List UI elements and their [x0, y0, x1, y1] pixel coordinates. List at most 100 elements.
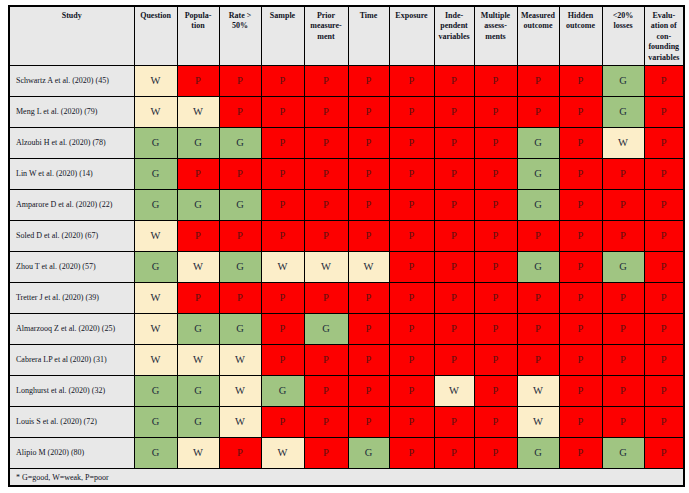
rating-cell-population: G [177, 375, 219, 406]
rating-cell-rate: P [219, 282, 261, 313]
rating-cell-losses: P [602, 282, 644, 313]
rating-cell-exposure: P [389, 127, 434, 158]
rating-cell-multiple: P [474, 344, 517, 375]
rating-cell-exposure: P [389, 251, 434, 282]
rating-cell-independent: P [434, 437, 474, 468]
rating-cell-prior: P [304, 96, 348, 127]
rating-cell-question: G [134, 375, 177, 406]
rating-cell-hidden: P [559, 158, 602, 189]
rating-cell-time: P [348, 406, 389, 437]
study-row: Zhou T et al. (2020) (57)GWGWWWPPPGPGP [9, 251, 684, 282]
rating-cell-exposure: P [389, 406, 434, 437]
rating-cell-confounding: P [644, 282, 684, 313]
rating-cell-population: P [177, 282, 219, 313]
study-name-cell: Meng L et al. (2020) (79) [9, 96, 134, 127]
study-name-cell: Alzoubi H et al. (2020) (78) [9, 127, 134, 158]
rating-cell-measured: G [517, 251, 559, 282]
rating-cell-question: G [134, 158, 177, 189]
rating-cell-independent: P [434, 189, 474, 220]
study-row: Tretter J et al. (2020) (39)WPPPPPPPPPPP… [9, 282, 684, 313]
rating-cell-prior: G [304, 313, 348, 344]
rating-cell-multiple: P [474, 65, 517, 96]
rating-cell-time: P [348, 344, 389, 375]
rating-cell-prior: P [304, 375, 348, 406]
rating-cell-confounding: P [644, 189, 684, 220]
rating-cell-question: G [134, 189, 177, 220]
table-footer: * G=good, W=weak, P=poor [9, 468, 684, 486]
rating-cell-population: W [177, 344, 219, 375]
study-name-cell: Lin W et al. (2020) (14) [9, 158, 134, 189]
rating-cell-measured: P [517, 313, 559, 344]
study-row: Soled D et al. (2020) (67)WPPPPPPPPPPPP [9, 220, 684, 251]
study-name-cell: Schwartz A et al. (2020) (45) [9, 65, 134, 96]
rating-cell-hidden: P [559, 437, 602, 468]
study-name-cell: Zhou T et al. (2020) (57) [9, 251, 134, 282]
rating-cell-losses: P [602, 344, 644, 375]
column-header-rate: Rate > 50% [219, 6, 261, 65]
rating-cell-independent: P [434, 96, 474, 127]
rating-cell-exposure: P [389, 65, 434, 96]
rating-cell-sample: P [261, 65, 304, 96]
rating-cell-question: W [134, 282, 177, 313]
rating-cell-rate: G [219, 313, 261, 344]
rating-cell-sample: W [261, 251, 304, 282]
rating-cell-measured: W [517, 406, 559, 437]
rating-cell-prior: P [304, 282, 348, 313]
rating-cell-confounding: P [644, 406, 684, 437]
rating-cell-measured: P [517, 220, 559, 251]
rating-cell-question: G [134, 251, 177, 282]
rating-cell-prior: P [304, 189, 348, 220]
study-name-cell: Almarzooq Z et al. (2020) (25) [9, 313, 134, 344]
rating-cell-multiple: P [474, 406, 517, 437]
rating-cell-confounding: P [644, 127, 684, 158]
rating-cell-independent: P [434, 127, 474, 158]
rating-cell-confounding: P [644, 375, 684, 406]
rating-cell-exposure: P [389, 437, 434, 468]
column-header-losses: <20% losses [602, 6, 644, 65]
rating-cell-multiple: P [474, 251, 517, 282]
rating-cell-population: P [177, 158, 219, 189]
study-row: Cabrera LP et al (2020) (31)WWWPPPPPPPPP… [9, 344, 684, 375]
column-header-study: Study [9, 6, 134, 65]
rating-cell-hidden: P [559, 406, 602, 437]
rating-cell-rate: P [219, 220, 261, 251]
rating-cell-rate: W [219, 406, 261, 437]
column-header-measured: Measured outcome [517, 6, 559, 65]
rating-cell-time: P [348, 282, 389, 313]
study-name-cell: Louis S et al. (2020) (72) [9, 406, 134, 437]
rating-cell-measured: P [517, 282, 559, 313]
rating-cell-exposure: P [389, 375, 434, 406]
rating-cell-population: P [177, 65, 219, 96]
rating-cell-time: P [348, 189, 389, 220]
study-name-cell: Longhurst et al. (2020) (32) [9, 375, 134, 406]
rating-cell-losses: P [602, 158, 644, 189]
rating-cell-sample: G [261, 375, 304, 406]
legend-note: * G=good, W=weak, P=poor [9, 468, 684, 486]
rating-cell-losses: G [602, 437, 644, 468]
rating-cell-losses: G [602, 96, 644, 127]
rating-cell-measured: G [517, 437, 559, 468]
rating-cell-population: G [177, 127, 219, 158]
rating-cell-question: W [134, 65, 177, 96]
study-row: Longhurst et al. (2020) (32)GGWGPPPWPWPP… [9, 375, 684, 406]
study-row: Alipio M (2020) (80)GWPWPGPPPGPGP [9, 437, 684, 468]
rating-cell-prior: P [304, 65, 348, 96]
column-header-exposure: Exposure [389, 6, 434, 65]
column-header-hidden: Hidden outcome [559, 6, 602, 65]
rating-cell-sample: P [261, 127, 304, 158]
rating-cell-hidden: P [559, 96, 602, 127]
rating-cell-losses: G [602, 251, 644, 282]
rating-cell-hidden: P [559, 65, 602, 96]
table-header: StudyQuestionPopula- tionRate > 50%Sampl… [9, 6, 684, 65]
column-header-population: Popula- tion [177, 6, 219, 65]
rating-cell-confounding: P [644, 65, 684, 96]
rating-cell-prior: P [304, 127, 348, 158]
rating-cell-independent: P [434, 344, 474, 375]
rating-cell-population: G [177, 313, 219, 344]
rating-cell-measured: W [517, 375, 559, 406]
rating-cell-measured: P [517, 344, 559, 375]
study-row: Almarzooq Z et al. (2020) (25)WGGPGPPPPP… [9, 313, 684, 344]
rating-cell-time: P [348, 375, 389, 406]
rating-cell-rate: G [219, 251, 261, 282]
rating-cell-question: W [134, 96, 177, 127]
